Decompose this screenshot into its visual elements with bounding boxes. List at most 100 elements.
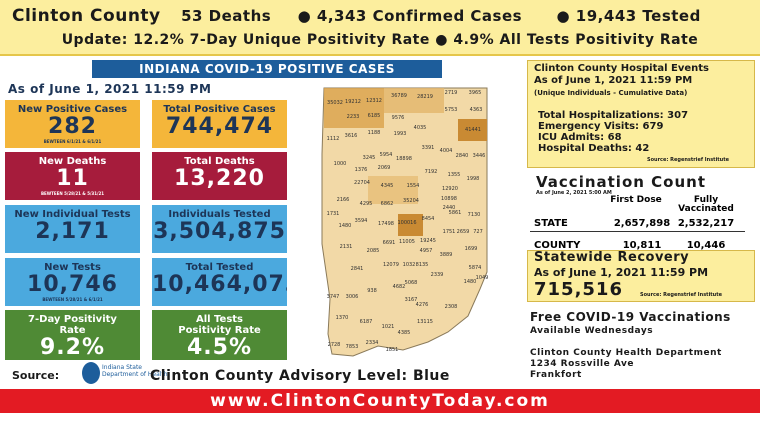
county-label: 1032 [402, 262, 416, 268]
free-vaccinations: Free COVID-19 Vaccinations Available Wed… [530, 310, 731, 338]
recovery-value: 715,516 [534, 279, 623, 300]
county-label: 2085 [366, 248, 380, 254]
stat-tile: New Individual Tests 2,171 [5, 205, 140, 253]
recovery-source: Source: Regenstrief Institute [640, 292, 723, 298]
county-label: 2659 [456, 229, 470, 235]
source-label: Source: [12, 369, 60, 382]
tile-label: New Tests [44, 262, 101, 273]
isdh-logo [82, 362, 100, 384]
isdh-line: Department of Health [102, 371, 168, 378]
stat-tile: Total Positive Cases 744,474 [152, 100, 287, 148]
county-label: 12920 [442, 186, 458, 192]
county-label: 19245 [420, 238, 436, 244]
recovery-as-of: As of June 1, 2021 11:59 PM [534, 266, 709, 279]
tile-label: 7-Day Positivity Rate [28, 314, 117, 336]
hospital-title: Clinton County Hospital Events [534, 63, 709, 74]
hospital-line: Total Hospitalizations: 307 [538, 110, 689, 121]
county-label: 6187 [359, 319, 373, 325]
county-label: 4345 [380, 183, 394, 189]
county-label: 2719 [444, 90, 458, 96]
county-label: 3006 [345, 294, 359, 300]
tile-value: 2,171 [35, 219, 110, 244]
tile-label: Total Deaths [184, 156, 255, 167]
county-label: 6185 [367, 113, 381, 119]
stat-tile: Total Tested 10,464,073 [152, 258, 287, 306]
tile-label: New Individual Tests [14, 209, 131, 220]
county-label: 2841 [350, 266, 364, 272]
county-label: 36789 [391, 93, 407, 99]
county-label: 1021 [381, 324, 395, 330]
isdh-line: Indiana State [102, 364, 142, 371]
stat-tile: Total Deaths 13,220 [152, 152, 287, 200]
col-head: First Dose [610, 195, 662, 205]
county-shade [324, 88, 384, 128]
county-label: 3594 [354, 218, 368, 224]
county-label: 2233 [346, 114, 360, 120]
county-shade [398, 214, 423, 236]
county-label: 1699 [464, 246, 478, 252]
vaccination-table: STATE 2,657,898 2,532,217 COUNTY 10,811 10,44… [534, 216, 749, 251]
county-label: 938 [367, 288, 377, 294]
section-title: INDIANA COVID-19 POSITIVE CASES [92, 60, 442, 78]
tile-value: 10,464,073 [152, 272, 287, 297]
county-label: 2069 [377, 165, 391, 171]
county-name: Clinton County [12, 6, 161, 26]
county-label: 727 [473, 229, 483, 235]
county-label: 28219 [417, 94, 433, 100]
county-label: 12079 [383, 262, 399, 268]
county-label: 22704 [354, 180, 370, 186]
county-label: 4035 [413, 125, 427, 131]
county-label: 1751 [442, 229, 456, 235]
tile-note: BEWTEEN 5/28/21 & 5/31/21 [40, 191, 105, 196]
vaccination-row: COUNTY 10,811 10,446 [534, 239, 749, 251]
county-label: 35204 [403, 198, 419, 204]
county-label: 5954 [379, 152, 393, 158]
website-link[interactable]: www.ClintonCountyToday.com [0, 389, 760, 413]
recovery-box [527, 250, 755, 302]
free-title: Free COVID-19 Vaccinations [530, 310, 731, 324]
hospital-line: Hospital Deaths: 42 [538, 143, 650, 154]
county-label: 1993 [393, 131, 407, 137]
header-band [0, 0, 760, 56]
tile-value: 744,474 [165, 114, 274, 139]
county-label: 100016 [397, 220, 417, 226]
county-label: 1000 [333, 161, 347, 167]
indiana-map [321, 87, 488, 357]
county-label: 41441 [465, 127, 481, 133]
vaccination-area: STATE [534, 218, 568, 229]
county-label: 10898 [441, 196, 457, 202]
county-label: 12312 [366, 98, 382, 104]
vaccination-count: 2,657,898 [613, 218, 671, 229]
county-label: 7853 [345, 344, 359, 350]
county-label: 1188 [367, 130, 381, 136]
county-label: 4363 [469, 107, 483, 113]
county-label: 35032 [327, 100, 343, 106]
county-label: 3167 [404, 297, 418, 303]
hospital-stats: Total Hospitalizations: 307 Emergency Vis… [538, 110, 688, 154]
county-label: 2131 [339, 244, 353, 250]
vaccination-area: COUNTY [534, 240, 581, 251]
county-label: 18898 [396, 156, 412, 162]
county-label: 2728 [327, 342, 341, 348]
county-label: 2339 [430, 272, 444, 278]
county-label: 4295 [359, 201, 373, 207]
stat-tile: New Positive Cases 282 BEWTEEN 6/1/21 & 6/… [5, 100, 140, 148]
county-label: 3616 [344, 133, 358, 139]
county-label: 2166 [336, 197, 350, 203]
confirmed: ● 4,343 Confirmed Cases [297, 7, 523, 25]
recovery-title: Statewide Recovery [534, 250, 690, 265]
county-label: 2334 [365, 340, 379, 346]
county-label: 4276 [415, 302, 429, 308]
county-label: 1998 [466, 176, 480, 182]
vaccination-row: STATE 2,657,898 2,532,217 [534, 216, 749, 234]
county-label: 13115 [417, 319, 433, 325]
county-label: 3245 [362, 155, 376, 161]
vaccination-as-of: As of June 2, 2021 5:00 AM [536, 190, 612, 196]
county-label: 4682 [392, 284, 406, 290]
hospital-box [527, 60, 755, 168]
tile-value: 9.2% [39, 335, 105, 360]
county-label: 5753 [444, 107, 458, 113]
tile-value: 13,220 [174, 166, 265, 191]
isdh-text: Indiana State Department of Health [102, 364, 168, 378]
county-label: 2308 [444, 304, 458, 310]
